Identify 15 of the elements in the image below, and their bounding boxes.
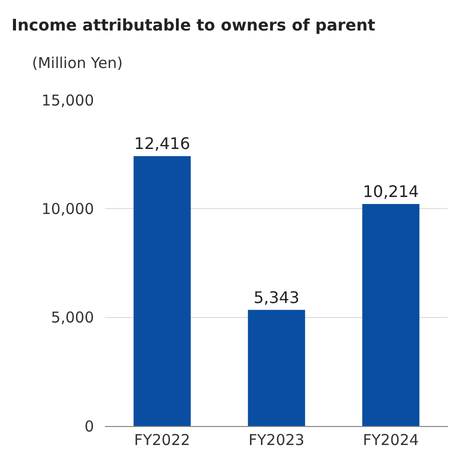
data-label: 10,214 <box>362 182 419 202</box>
data-label: 12,416 <box>134 134 190 154</box>
y-tick-label: 15,000 <box>42 91 94 110</box>
data-label: 5,343 <box>254 288 300 307</box>
bar <box>248 310 306 426</box>
x-tick-label: FY2024 <box>362 431 419 449</box>
chart-title: Income attributable to owners of parent <box>12 15 376 34</box>
x-tick-label: FY2023 <box>248 431 304 449</box>
y-tick-label: 10,000 <box>42 200 94 218</box>
x-tick-label: FY2022 <box>134 431 190 449</box>
y-tick-label: 5,000 <box>51 308 94 327</box>
y-axis-title: (Million Yen) <box>32 54 123 72</box>
bar <box>362 204 420 426</box>
bar <box>134 156 191 426</box>
y-tick-label: 0 <box>84 417 94 436</box>
